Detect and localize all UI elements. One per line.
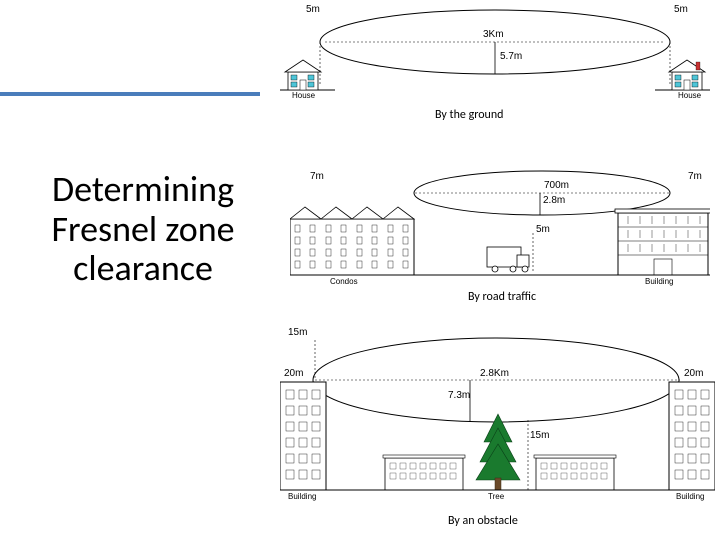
d3-tree-h: 15m [530,430,549,441]
d3-mid-lbl: Tree [488,492,504,501]
d1-caption: By the ground [435,108,503,122]
d1-right-lbl: House [678,91,701,100]
d3-right-lbl: Building [676,492,704,501]
d2-radius: 2.8m [543,195,565,206]
d1-left-lbl: House [292,91,315,100]
d2-dist: 700m [544,180,569,191]
d2-left-h: 7m [310,171,324,182]
d2-obs-h: 5m [536,224,550,235]
d2-left-lbl: Condos [330,277,358,286]
accent-line [0,92,260,96]
d3-caption: By an obstacle [448,514,518,528]
diagram-obstacle: 15m 20m 20m 2.8Km 7.3m 15m Building Buil… [280,330,715,525]
d3-left-h: 20m [284,368,303,379]
d1-dist: 3Km [483,29,504,40]
d1-left-h: 5m [306,4,320,15]
diagram-traffic: 7m 7m 700m 2.8m 5m Condos Building [290,165,710,300]
d3-radius: 7.3m [448,390,470,401]
d3-right-h: 20m [684,368,703,379]
d1-radius: 5.7m [500,51,522,62]
d2-right-h: 7m [688,171,702,182]
d3-dist: 2.8Km [480,368,509,379]
d2-caption: By road traffic [468,290,536,304]
d1-right-h: 5m [674,4,688,15]
page-title: Determining Fresnel zone clearance [18,170,268,289]
d3-15m: 15m [288,327,307,338]
diagram-ground: 5m 5m 3Km 5.7m House House [280,5,710,110]
d3-left-lbl: Building [288,492,316,501]
d2-right-lbl: Building [645,277,673,286]
